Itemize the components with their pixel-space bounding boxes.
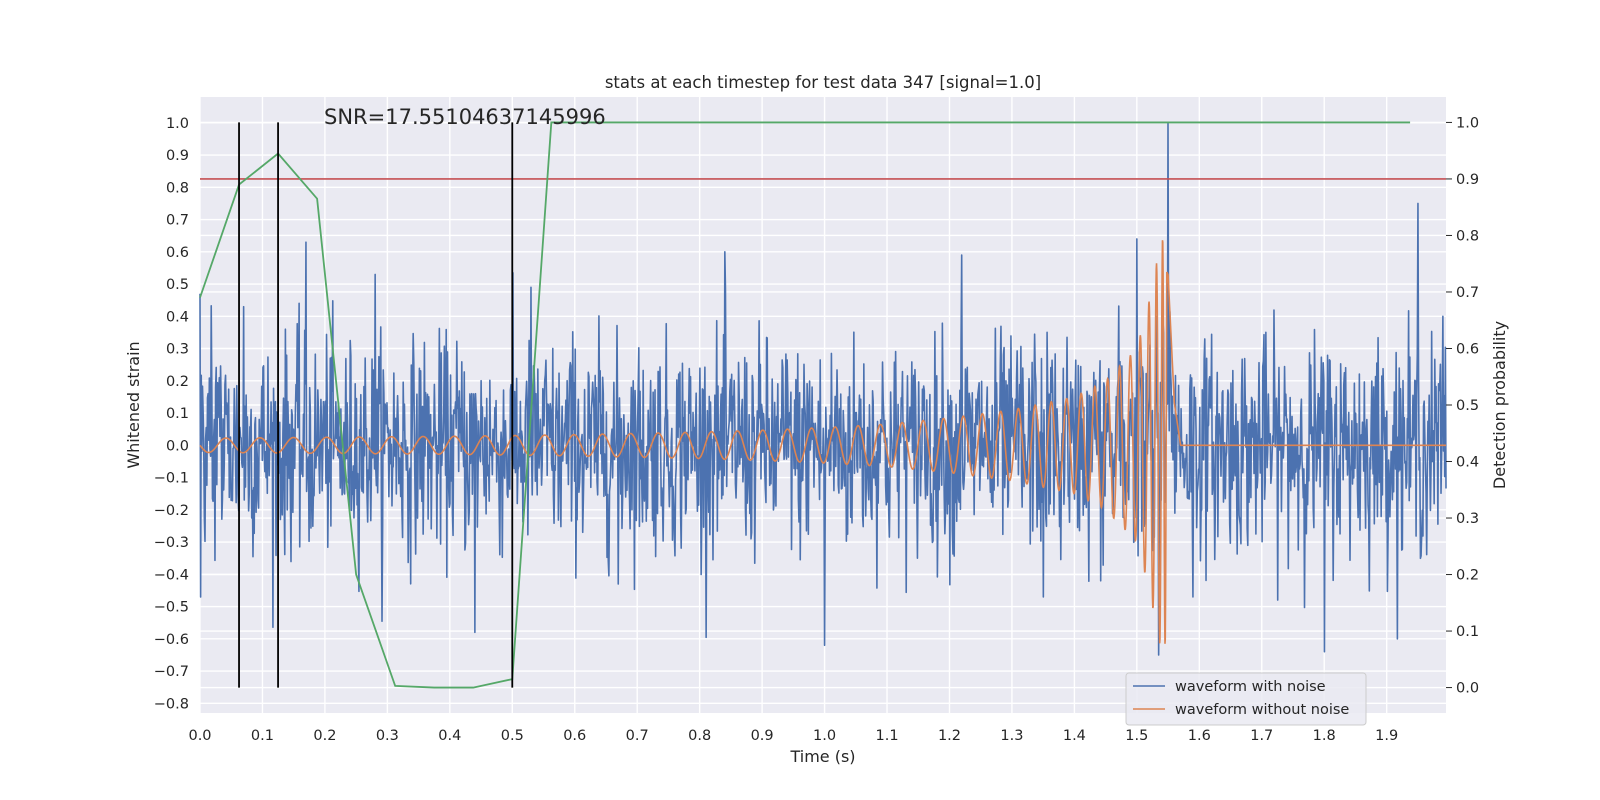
y-left-tick-label: 1.0 bbox=[166, 116, 189, 132]
x-axis-label: Time (s) bbox=[789, 747, 855, 766]
y-right-tick-label: 0.3 bbox=[1456, 511, 1479, 527]
legend: waveform with noise waveform without noi… bbox=[1125, 672, 1367, 726]
y-left-tick-label: −0.5 bbox=[154, 600, 189, 616]
x-tick-label: 1.5 bbox=[1125, 728, 1148, 744]
vertical-markers bbox=[238, 122, 514, 688]
x-tick-label: 0.1 bbox=[251, 728, 274, 744]
y-left-tick-label: −0.4 bbox=[154, 567, 189, 583]
y-left-tick-label: 0.9 bbox=[166, 148, 189, 164]
x-tick-label: 1.2 bbox=[938, 728, 961, 744]
y-left-tick-label: −0.3 bbox=[154, 535, 189, 551]
y-right-tick-label: 0.7 bbox=[1456, 285, 1479, 301]
series-waveform-with-noise bbox=[199, 122, 1447, 656]
y-left-axis-label: Whitened strain bbox=[124, 341, 143, 468]
x-tick-label: 0.9 bbox=[751, 728, 774, 744]
y-left-tick-label: 0.8 bbox=[166, 180, 189, 196]
y-left-tick-label: −0.7 bbox=[154, 664, 189, 680]
y-right-axis-label: Detection probability bbox=[1490, 321, 1509, 489]
chart-title: stats at each timestep for test data 347… bbox=[605, 73, 1041, 92]
x-tick-label: 1.4 bbox=[1063, 728, 1086, 744]
legend-box bbox=[1125, 672, 1367, 726]
y-left-tick-label: −0.1 bbox=[154, 471, 189, 487]
y-right-tick-label: 1.0 bbox=[1456, 115, 1479, 131]
x-tick-label: 0.8 bbox=[688, 728, 711, 744]
x-tick-label: 0.2 bbox=[313, 728, 336, 744]
y-right-tick-labels: 0.0 0.1 0.2 0.3 0.4 0.5 0.6 0.7 0.8 0.9 1.0 bbox=[1446, 115, 1479, 697]
x-tick-label: 0.4 bbox=[438, 728, 461, 744]
x-tick-label: 0.3 bbox=[376, 728, 399, 744]
probability-line bbox=[199, 121, 1411, 689]
y-left-tick-label: 0.3 bbox=[166, 342, 189, 358]
x-tick-label: 0.0 bbox=[188, 728, 211, 744]
x-tick-label: 1.8 bbox=[1313, 728, 1336, 744]
y-right-tick-label: 0.4 bbox=[1456, 455, 1479, 471]
y-left-tick-label: −0.6 bbox=[154, 632, 189, 648]
x-tick-label: 0.7 bbox=[626, 728, 649, 744]
y-right-tick-label: 0.6 bbox=[1456, 341, 1479, 357]
y-left-tick-label: −0.8 bbox=[154, 696, 189, 712]
y-left-tick-label: 0.6 bbox=[166, 245, 189, 261]
x-tick-label: 1.9 bbox=[1375, 728, 1398, 744]
clean-waveform-line bbox=[199, 240, 1446, 644]
y-left-tick-label: 0.1 bbox=[166, 406, 189, 422]
y-right-tick-label: 0.1 bbox=[1456, 624, 1479, 640]
x-tick-label: 0.5 bbox=[501, 728, 524, 744]
y-left-tick-label: −0.2 bbox=[154, 503, 189, 519]
y-right-tick-label: 0.0 bbox=[1456, 681, 1479, 697]
x-tick-labels: 0.0 0.1 0.2 0.3 0.4 0.5 0.6 0.7 0.8 0.9 1.0 1.1 1.2 1… bbox=[188, 728, 1398, 744]
y-right-tick-label: 0.9 bbox=[1456, 172, 1479, 188]
snr-annotation: SNR=17.55104637145996 bbox=[324, 105, 606, 129]
x-tick-label: 1.7 bbox=[1250, 728, 1273, 744]
x-tick-label: 0.6 bbox=[563, 728, 586, 744]
y-right-tick-label: 0.8 bbox=[1456, 228, 1479, 244]
legend-label-clean: waveform without noise bbox=[1175, 702, 1349, 718]
y-left-tick-label: 0.2 bbox=[166, 374, 189, 390]
x-tick-label: 1.6 bbox=[1188, 728, 1211, 744]
y-right-tick-label: 0.5 bbox=[1456, 398, 1479, 414]
x-tick-label: 1.3 bbox=[1000, 728, 1023, 744]
y-left-tick-label: 0.4 bbox=[166, 309, 189, 325]
y-left-tick-labels: −0.8 −0.7 −0.6 −0.5 −0.4 −0.3 −0.2 −0.1 0.0 0.1 0.… bbox=[154, 116, 189, 713]
y-left-tick-label: 0.7 bbox=[166, 213, 189, 229]
y-right-tick-label: 0.2 bbox=[1456, 568, 1479, 584]
series-detection-probability bbox=[199, 121, 1411, 689]
x-tick-label: 1.1 bbox=[875, 728, 898, 744]
series-waveform-without-noise bbox=[199, 240, 1446, 644]
noisy-waveform-line bbox=[199, 122, 1447, 656]
x-tick-label: 1.0 bbox=[813, 728, 836, 744]
legend-label-noisy: waveform with noise bbox=[1175, 679, 1326, 695]
y-left-tick-label: 0.0 bbox=[166, 438, 189, 454]
y-left-tick-label: 0.5 bbox=[166, 277, 189, 293]
